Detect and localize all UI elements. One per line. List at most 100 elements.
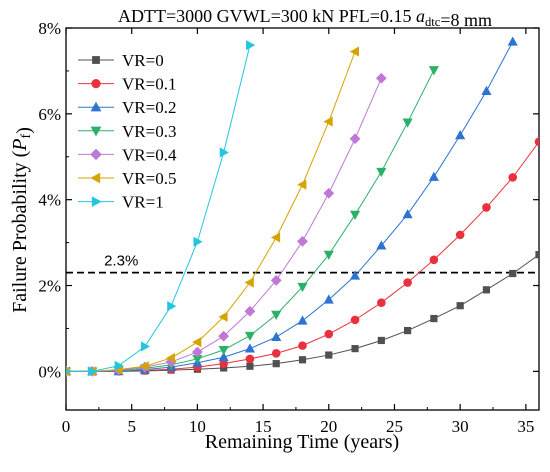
legend-marker-vr-0-1 xyxy=(91,79,101,89)
data-point-vr-0-1 xyxy=(324,329,334,339)
data-point-vr-1 xyxy=(246,40,256,51)
data-point-vr-0-2 xyxy=(376,240,387,250)
y-tick-label: 2% xyxy=(38,277,61,296)
data-point-vr-0-3 xyxy=(218,346,229,356)
threshold-label: 2.3% xyxy=(104,253,138,270)
data-point-vr-0-5 xyxy=(244,277,254,288)
legend-marker-vr-0-4 xyxy=(90,148,102,161)
data-point-vr-0-5 xyxy=(218,311,228,322)
plot-layer: 0 5 10 15 20 25 30 35 0% 2% 4% 6% 8% 2.3% xyxy=(38,19,540,436)
data-point-vr-0 xyxy=(482,286,491,294)
x-tick-label: 15 xyxy=(255,417,272,436)
data-point-vr-0-1 xyxy=(245,354,255,364)
data-point-vr-0-3 xyxy=(376,167,387,178)
data-point-vr-0-2 xyxy=(507,36,518,46)
x-tick-label: 5 xyxy=(127,417,136,436)
legend-marker-vr-0-3 xyxy=(90,126,102,137)
data-point-vr-0-4 xyxy=(323,187,335,199)
series-group xyxy=(66,36,539,377)
x-axis-title: Remaining Time (years) xyxy=(205,431,399,453)
data-point-vr-0-1 xyxy=(350,315,360,325)
data-point-vr-0 xyxy=(325,351,333,359)
data-point-vr-0 xyxy=(509,269,517,278)
data-point-vr-0-2 xyxy=(297,315,308,325)
data-point-vr-0-1 xyxy=(271,349,281,358)
data-point-vr-0-3 xyxy=(402,118,413,128)
x-tick-label: 20 xyxy=(320,417,337,436)
series-line-vr-0-4 xyxy=(66,78,382,372)
plot-frame xyxy=(65,27,540,411)
data-point-vr-0 xyxy=(456,302,464,310)
data-point-vr-0-3 xyxy=(428,66,439,76)
chart-header-text: ADTT=3000 GVWL=300 kN PFL=0.15 adtc=8 mm xyxy=(118,6,492,30)
data-point-vr-0-1 xyxy=(429,255,439,265)
data-point-vr-1 xyxy=(193,236,203,247)
data-point-vr-0-3 xyxy=(244,331,256,342)
data-point-vr-0-2 xyxy=(271,331,282,341)
data-point-vr-0 xyxy=(351,345,359,353)
data-point-vr-0-5 xyxy=(165,353,176,364)
data-point-vr-0 xyxy=(377,336,385,345)
x-tick-label: 25 xyxy=(386,417,403,436)
data-point-vr-0-5 xyxy=(349,46,359,57)
legend-label-vr-0-2: VR=0.2 xyxy=(122,98,176,117)
data-point-vr-0-3 xyxy=(271,310,282,321)
data-point-vr-0-2 xyxy=(428,171,439,181)
data-point-vr-0-5 xyxy=(297,179,307,190)
x-tick-label: 0 xyxy=(62,417,71,436)
series-line-vr-0-2 xyxy=(66,41,514,372)
y-tick-label: 0% xyxy=(38,362,61,381)
y-tick-label: 6% xyxy=(38,105,61,124)
data-point-vr-0 xyxy=(430,314,438,323)
data-point-vr-0-1 xyxy=(219,359,228,368)
legend-marker-vr-0-5 xyxy=(90,172,101,184)
data-point-vr-0-2 xyxy=(455,130,466,140)
data-point-vr-0-1 xyxy=(377,298,386,307)
data-point-vr-1 xyxy=(219,147,229,158)
data-point-vr-0-1 xyxy=(508,173,518,182)
data-point-vr-0 xyxy=(298,356,307,364)
data-point-vr-0-4 xyxy=(218,330,230,342)
data-point-vr-0-4 xyxy=(191,346,203,358)
series-vr-0-4 xyxy=(66,72,387,377)
data-point-vr-0-2 xyxy=(481,85,492,96)
data-point-vr-1 xyxy=(114,360,124,371)
data-point-vr-0-4 xyxy=(375,72,387,84)
legend-label-vr-0-1: VR=0.1 xyxy=(122,75,176,94)
data-point-vr-0-3 xyxy=(349,210,361,220)
data-point-vr-0-2 xyxy=(323,294,334,304)
data-point-vr-0-4 xyxy=(349,133,361,145)
data-point-vr-0 xyxy=(272,360,280,368)
series-vr-0-3 xyxy=(66,66,439,377)
y-tick-label: 4% xyxy=(38,191,61,210)
data-point-vr-0-2 xyxy=(349,270,361,280)
data-point-vr-0-5 xyxy=(270,232,281,243)
data-point-vr-0-3 xyxy=(323,250,334,260)
legend-label-vr-0-4: VR=0.4 xyxy=(122,145,177,164)
data-point-vr-0-4 xyxy=(270,274,282,286)
y-tick-label: 8% xyxy=(38,19,61,38)
data-point-vr-0-2 xyxy=(244,343,256,353)
data-point-vr-1 xyxy=(66,368,72,375)
data-point-vr-0-5 xyxy=(192,337,202,348)
x-tick-label: 10 xyxy=(189,417,206,436)
x-tick-label: 35 xyxy=(517,417,534,436)
legend-marker-vr-0 xyxy=(92,56,100,64)
legend-marker-vr-1 xyxy=(91,196,102,207)
legend-label-vr-0: VR=0 xyxy=(122,51,164,70)
data-point-vr-0-1 xyxy=(403,278,412,287)
series-vr-1 xyxy=(66,40,256,377)
legend-marker-vr-0-2 xyxy=(90,101,102,112)
legend-label-vr-1: VR=1 xyxy=(122,193,164,212)
data-point-vr-1 xyxy=(140,341,151,352)
data-point-vr-1 xyxy=(167,301,177,312)
series-line-vr-0-5 xyxy=(66,51,356,372)
x-tick-label: 30 xyxy=(452,417,469,436)
data-point-vr-0 xyxy=(404,326,412,335)
data-point-vr-0-1 xyxy=(298,341,307,350)
data-point-vr-1 xyxy=(88,366,98,377)
data-point-vr-0-2 xyxy=(218,351,229,362)
data-point-vr-0-2 xyxy=(402,208,413,219)
